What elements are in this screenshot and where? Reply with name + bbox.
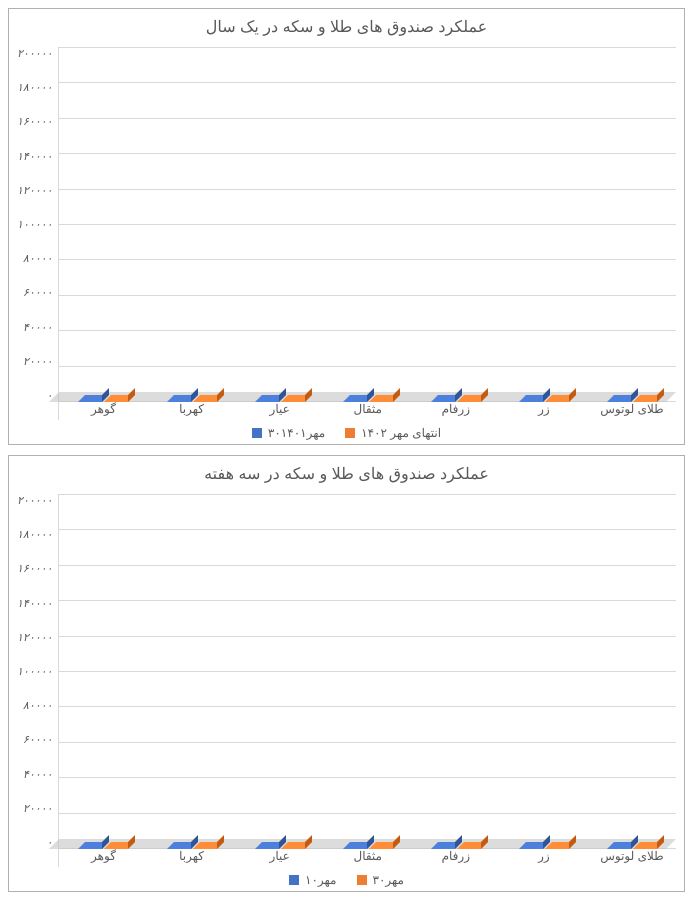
chart-area: ۰۲۰۰۰۰۴۰۰۰۰۶۰۰۰۰۸۰۰۰۰۱۰۰۰۰۰۱۲۰۰۰۰۱۴۰۰۰۰۱…: [17, 494, 676, 867]
chart-title: عملکرد صندوق های طلا و سکه در سه هفته: [17, 464, 676, 484]
y-tick-label: ۴۰۰۰۰: [23, 768, 53, 781]
y-tick-label: ۱۶۰۰۰۰: [17, 115, 52, 128]
legend-swatch: [345, 428, 355, 438]
legend-item: انتهای مهر ۱۴۰۲: [345, 426, 441, 440]
y-tick-label: ۲۰۰۰۰۰: [17, 47, 52, 60]
legend: ۱۰مهر ۳۰مهر: [17, 873, 676, 887]
bars: [59, 494, 676, 849]
y-axis: ۰۲۰۰۰۰۴۰۰۰۰۶۰۰۰۰۸۰۰۰۰۱۰۰۰۰۰۱۲۰۰۰۰۱۴۰۰۰۰۱…: [17, 494, 58, 867]
legend-swatch: [252, 428, 262, 438]
y-tick-label: ۱۴۰۰۰۰: [17, 597, 52, 610]
x-tick-label: کهربا: [148, 402, 236, 420]
chart-panel-3weeks: عملکرد صندوق های طلا و سکه در سه هفته ۰۲…: [8, 455, 685, 892]
y-tick-label: ۱۲۰۰۰۰: [17, 631, 52, 644]
chart-panel-yearly: عملکرد صندوق های طلا و سکه در یک سال ۰۲۰…: [8, 8, 685, 445]
legend-label: ۳۰مهر۱۴۰۱: [268, 426, 325, 440]
x-tick-label: مثقال: [324, 849, 412, 867]
legend-item: ۳۰مهر: [357, 873, 404, 887]
x-tick-label: زرفام: [412, 402, 500, 420]
x-tick-label: گوهر: [59, 849, 147, 867]
x-tick-label: عیار: [236, 402, 324, 420]
legend-swatch: [357, 875, 367, 885]
y-tick-label: ۴۰۰۰۰: [23, 321, 53, 334]
y-tick-label: ۱۰۰۰۰۰: [17, 218, 52, 231]
x-tick-label: گوهر: [59, 402, 147, 420]
plot: گوهرکهرباعیارمثقالزرفامزرطلای لوتوس: [58, 47, 676, 420]
x-tick-label: زر: [500, 849, 588, 867]
legend-item: ۳۰مهر۱۴۰۱: [252, 426, 325, 440]
legend-item: ۱۰مهر: [289, 873, 336, 887]
x-tick-label: مثقال: [324, 402, 412, 420]
y-tick-label: ۸۰۰۰۰: [23, 699, 53, 712]
y-tick-label: ۶۰۰۰۰: [23, 733, 53, 746]
y-tick-label: ۲۰۰۰۰: [23, 802, 53, 815]
y-axis: ۰۲۰۰۰۰۴۰۰۰۰۶۰۰۰۰۸۰۰۰۰۱۰۰۰۰۰۱۲۰۰۰۰۱۴۰۰۰۰۱…: [17, 47, 58, 420]
legend-label: انتهای مهر ۱۴۰۲: [361, 426, 441, 440]
y-tick-label: ۱۸۰۰۰۰: [17, 528, 52, 541]
y-tick-label: ۶۰۰۰۰: [23, 286, 53, 299]
y-tick-label: ۱۴۰۰۰۰: [17, 150, 52, 163]
legend: ۳۰مهر۱۴۰۱ انتهای مهر ۱۴۰۲: [17, 426, 676, 440]
bars: [59, 47, 676, 402]
y-tick-label: ۸۰۰۰۰: [23, 252, 53, 265]
legend-label: ۳۰مهر: [373, 873, 404, 887]
y-tick-label: ۱۶۰۰۰۰: [17, 562, 52, 575]
y-tick-label: ۱۸۰۰۰۰: [17, 81, 52, 94]
chart-area: ۰۲۰۰۰۰۴۰۰۰۰۶۰۰۰۰۸۰۰۰۰۱۰۰۰۰۰۱۲۰۰۰۰۱۴۰۰۰۰۱…: [17, 47, 676, 420]
chart-title: عملکرد صندوق های طلا و سکه در یک سال: [17, 17, 676, 37]
x-tick-label: طلای لوتوس: [588, 849, 676, 867]
x-axis-labels: گوهرکهرباعیارمثقالزرفامزرطلای لوتوس: [59, 402, 676, 420]
x-tick-label: کهربا: [148, 849, 236, 867]
y-tick-label: ۲۰۰۰۰۰: [17, 494, 52, 507]
y-tick-label: ۲۰۰۰۰: [23, 355, 53, 368]
y-tick-label: ۱۲۰۰۰۰: [17, 184, 52, 197]
plot: گوهرکهرباعیارمثقالزرفامزرطلای لوتوس: [58, 494, 676, 867]
x-axis-labels: گوهرکهرباعیارمثقالزرفامزرطلای لوتوس: [59, 849, 676, 867]
y-tick-label: ۱۰۰۰۰۰: [17, 665, 52, 678]
x-tick-label: زر: [500, 402, 588, 420]
legend-swatch: [289, 875, 299, 885]
x-tick-label: طلای لوتوس: [588, 402, 676, 420]
legend-label: ۱۰مهر: [305, 873, 336, 887]
x-tick-label: زرفام: [412, 849, 500, 867]
x-tick-label: عیار: [236, 849, 324, 867]
